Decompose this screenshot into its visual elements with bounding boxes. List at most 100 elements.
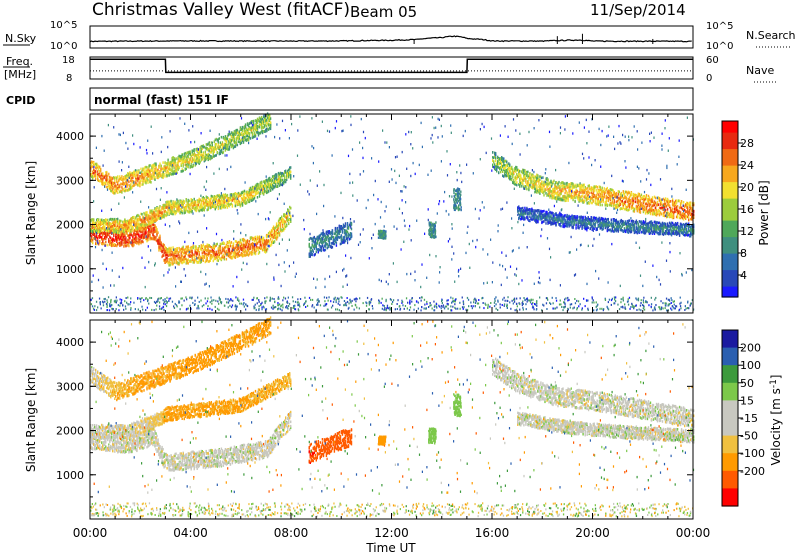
heatmap-cell: [130, 223, 132, 227]
heatmap-cell: [93, 218, 95, 221]
heatmap-cell: [147, 220, 149, 223]
heatmap-cell: [127, 219, 129, 223]
heatmap-cell: [256, 182, 259, 186]
heatmap-cell: [146, 234, 148, 238]
heatmap-cell: [225, 204, 228, 207]
heatmap-cell: [97, 228, 99, 232]
heatmap-cell: [102, 179, 104, 183]
heatmap-cell: [269, 184, 272, 188]
heatmap-cell: [111, 186, 113, 189]
heatmap-cell: [213, 198, 215, 201]
heatmap-cell: [111, 238, 113, 242]
heatmap-cell: [130, 185, 132, 189]
heatmap-cell: [106, 229, 108, 233]
heatmap-cell: [99, 179, 101, 183]
heatmap-cell: [135, 228, 137, 231]
heatmap-cell: [276, 228, 279, 231]
heatmap-cell: [92, 218, 94, 221]
heatmap-cell: [257, 248, 260, 251]
heatmap-cell: [276, 232, 279, 235]
heatmap-cell: [245, 201, 248, 204]
heatmap-cell: [339, 230, 342, 233]
heatmap-cell: [150, 237, 152, 240]
heatmap-cell: [240, 191, 243, 194]
heatmap-cell: [188, 209, 190, 213]
heatmap-cell: [121, 226, 123, 230]
heatmap-cell: [140, 226, 142, 230]
heatmap-cell: [288, 222, 290, 226]
heatmap-cell: [156, 207, 158, 210]
heatmap-cell: [143, 225, 145, 228]
heatmap-cell: [284, 220, 286, 223]
heatmap-cell: [169, 263, 171, 267]
heatmap-cell: [176, 205, 178, 209]
heatmap-cell: [120, 182, 122, 186]
heatmap-cell: [261, 188, 264, 192]
heatmap-cell: [93, 237, 95, 240]
heatmap-cell: [167, 204, 169, 208]
heatmap-cell: [271, 235, 274, 239]
heatmap-cell: [98, 179, 100, 182]
heatmap-cell: [123, 226, 125, 230]
heatmap-cell: [269, 244, 272, 247]
heatmap-cell: [214, 197, 216, 200]
heatmap-cell: [219, 206, 221, 210]
heatmap-cell: [251, 252, 254, 256]
heatmap-cell: [149, 224, 151, 228]
heatmap-cell: [171, 206, 173, 210]
heatmap-cell: [248, 252, 251, 256]
heatmap-cell: [213, 204, 215, 208]
heatmap-cell: [257, 252, 260, 255]
heatmap-cell: [260, 237, 263, 240]
heatmap-cell: [190, 245, 192, 249]
heatmap-cell: [144, 217, 146, 220]
heatmap-cell: [151, 219, 153, 223]
heatmap-cell: [216, 151, 218, 154]
heatmap-cell: [210, 194, 212, 198]
heatmap-cell: [202, 152, 204, 156]
heatmap-cell: [220, 196, 223, 199]
heatmap-cell: [164, 250, 166, 253]
heatmap-cell: [511, 165, 513, 169]
heatmap-cell: [148, 225, 150, 228]
heatmap-cell: [290, 215, 292, 218]
heatmap-cell: [228, 252, 231, 256]
heatmap-cell: [123, 220, 125, 224]
heatmap-cell: [290, 166, 292, 169]
heatmap-cell: [116, 236, 118, 240]
heatmap-cell: [162, 215, 164, 218]
heatmap-cell: [242, 196, 245, 199]
heatmap-cell: [178, 263, 180, 266]
heatmap-cell: [154, 175, 156, 179]
heatmap-cell: [163, 213, 165, 216]
heatmap-cell: [213, 245, 215, 248]
heatmap-cell: [256, 235, 259, 239]
heatmap-cell: [118, 235, 120, 239]
heatmap-cell: [248, 189, 251, 192]
heatmap-cell: [206, 243, 208, 247]
heatmap-cell: [94, 171, 96, 174]
heatmap-cell: [220, 242, 223, 246]
heatmap-cell: [125, 174, 127, 178]
heatmap-cell: [199, 261, 201, 264]
heatmap-cell: [156, 239, 158, 243]
heatmap-cell: [207, 207, 209, 211]
heatmap-cell: [242, 239, 245, 243]
heatmap-cell: [158, 211, 160, 214]
heatmap-cell: [204, 204, 206, 208]
heatmap-cell: [157, 209, 159, 213]
heatmap-cell: [270, 179, 273, 183]
heatmap-cell: [254, 184, 257, 188]
heatmap-cell: [320, 249, 322, 253]
heatmap-cell: [97, 165, 99, 169]
heatmap-cell: [219, 196, 221, 200]
heatmap-cell: [117, 191, 119, 194]
heatmap-cell: [170, 203, 172, 207]
heatmap-cell: [97, 170, 99, 173]
heatmap-cell: [121, 230, 123, 233]
heatmap-cell: [106, 235, 108, 239]
nsky-label: N.Sky: [5, 32, 37, 45]
heatmap-cell: [199, 255, 201, 259]
heatmap-cell: [172, 252, 174, 256]
heatmap-cell: [208, 201, 210, 204]
